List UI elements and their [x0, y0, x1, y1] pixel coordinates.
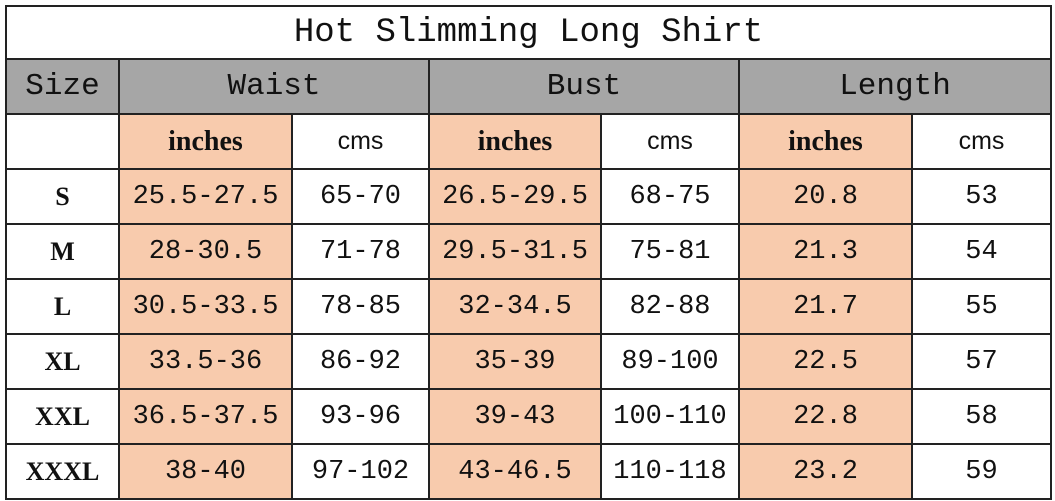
- data-cell: 86-92: [293, 335, 430, 390]
- data-cell: 22.8: [740, 390, 913, 445]
- data-cell: 28-30.5: [120, 225, 293, 280]
- data-cell: 33.5-36: [120, 335, 293, 390]
- data-cell: 57: [913, 335, 1052, 390]
- data-cell: 21.3: [740, 225, 913, 280]
- unit-cell: inches: [740, 115, 913, 170]
- unit-cell: cms: [602, 115, 740, 170]
- table-title: Hot Slimming Long Shirt: [5, 5, 1052, 60]
- size-cell: L: [5, 280, 120, 335]
- data-cell: 25.5-27.5: [120, 170, 293, 225]
- data-cell: 55: [913, 280, 1052, 335]
- data-cell: 75-81: [602, 225, 740, 280]
- unit-cell: cms: [913, 115, 1052, 170]
- data-cell: 97-102: [293, 445, 430, 500]
- data-cell: 71-78: [293, 225, 430, 280]
- data-cell: 53: [913, 170, 1052, 225]
- unit-cell: cms: [293, 115, 430, 170]
- data-cell: 54: [913, 225, 1052, 280]
- size-cell: S: [5, 170, 120, 225]
- size-cell: XXXL: [5, 445, 120, 500]
- size-cell: XXL: [5, 390, 120, 445]
- data-cell: 21.7: [740, 280, 913, 335]
- data-cell: 29.5-31.5: [430, 225, 602, 280]
- unit-cell: inches: [120, 115, 293, 170]
- header-cell: Bust: [430, 60, 740, 115]
- data-cell: 20.8: [740, 170, 913, 225]
- data-cell: 58: [913, 390, 1052, 445]
- header-cell: Length: [740, 60, 1052, 115]
- data-cell: 93-96: [293, 390, 430, 445]
- data-cell: 43-46.5: [430, 445, 602, 500]
- data-cell: 38-40: [120, 445, 293, 500]
- header-cell: Size: [5, 60, 120, 115]
- data-cell: 78-85: [293, 280, 430, 335]
- header-cell: Waist: [120, 60, 430, 115]
- data-cell: 65-70: [293, 170, 430, 225]
- size-cell: XL: [5, 335, 120, 390]
- data-cell: 39-43: [430, 390, 602, 445]
- data-cell: 110-118: [602, 445, 740, 500]
- data-cell: 82-88: [602, 280, 740, 335]
- data-cell: 22.5: [740, 335, 913, 390]
- data-cell: 100-110: [602, 390, 740, 445]
- data-cell: 23.2: [740, 445, 913, 500]
- data-cell: 36.5-37.5: [120, 390, 293, 445]
- data-cell: 30.5-33.5: [120, 280, 293, 335]
- empty-cell: [5, 115, 120, 170]
- data-cell: 68-75: [602, 170, 740, 225]
- data-cell: 32-34.5: [430, 280, 602, 335]
- data-cell: 59: [913, 445, 1052, 500]
- data-cell: 26.5-29.5: [430, 170, 602, 225]
- unit-cell: inches: [430, 115, 602, 170]
- data-cell: 35-39: [430, 335, 602, 390]
- size-cell: M: [5, 225, 120, 280]
- data-cell: 89-100: [602, 335, 740, 390]
